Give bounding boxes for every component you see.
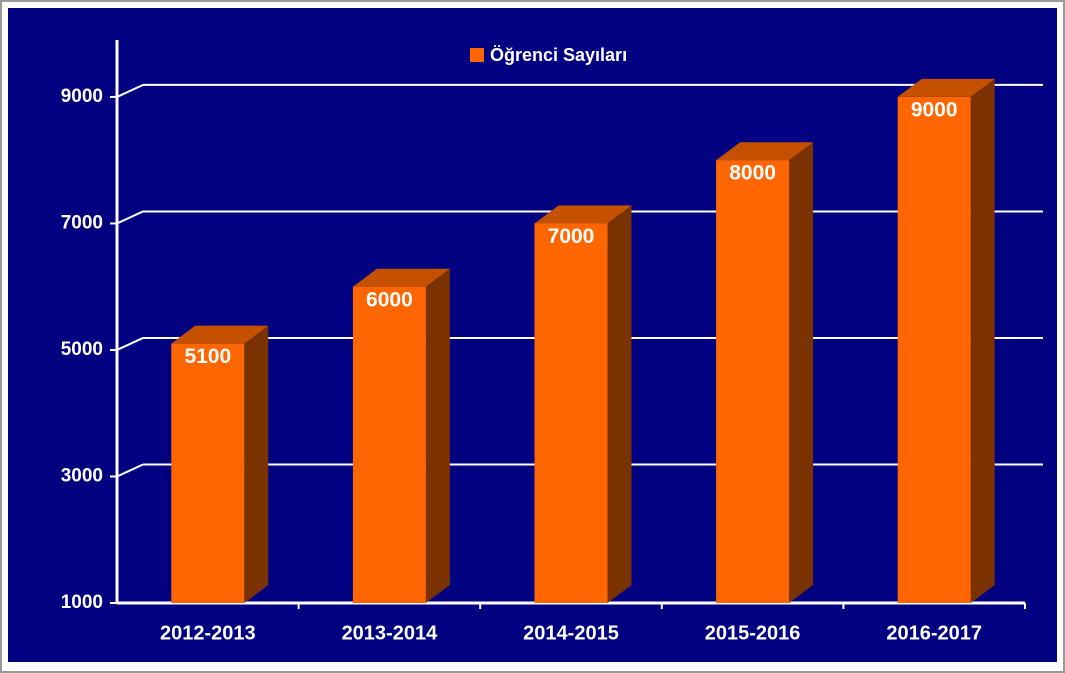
bar-side [244, 325, 269, 603]
x-tick-label: 2016-2017 [886, 622, 982, 644]
grid-depth [116, 210, 144, 225]
grid-depth [116, 337, 144, 351]
y-tick-label: 7000 [61, 212, 103, 233]
bar-top [352, 268, 450, 287]
y-tick-label: 1000 [61, 592, 103, 613]
bar-top [716, 142, 814, 161]
legend-swatch [470, 48, 484, 62]
bar-side [607, 205, 632, 603]
bar [716, 160, 790, 603]
data-label: 9000 [911, 98, 958, 121]
legend-label: Öğrenci Sayıları [490, 45, 627, 65]
x-tick-label: 2015-2016 [705, 622, 801, 644]
bar-top [534, 205, 632, 224]
bar [352, 286, 426, 603]
data-label: 5100 [184, 345, 231, 368]
bar-side [425, 268, 450, 603]
y-tick-label: 5000 [61, 339, 103, 360]
grid-depth [116, 463, 144, 478]
bar [171, 343, 245, 603]
y-tick-label: 3000 [61, 465, 103, 486]
x-tick-label: 2012-2013 [160, 622, 256, 644]
bar [534, 223, 608, 603]
data-label: 7000 [548, 225, 595, 248]
bar-top [897, 78, 995, 97]
data-label: 8000 [729, 162, 776, 185]
data-label: 6000 [366, 288, 413, 311]
grid-depth [116, 84, 144, 98]
bar-side [970, 78, 995, 603]
x-tick-label: 2013-2014 [342, 622, 439, 644]
y-tick-label: 9000 [61, 86, 103, 107]
bar [897, 96, 971, 603]
bar-top [171, 325, 269, 344]
bar-side [789, 142, 814, 603]
x-tick-label: 2014-2015 [523, 622, 619, 644]
